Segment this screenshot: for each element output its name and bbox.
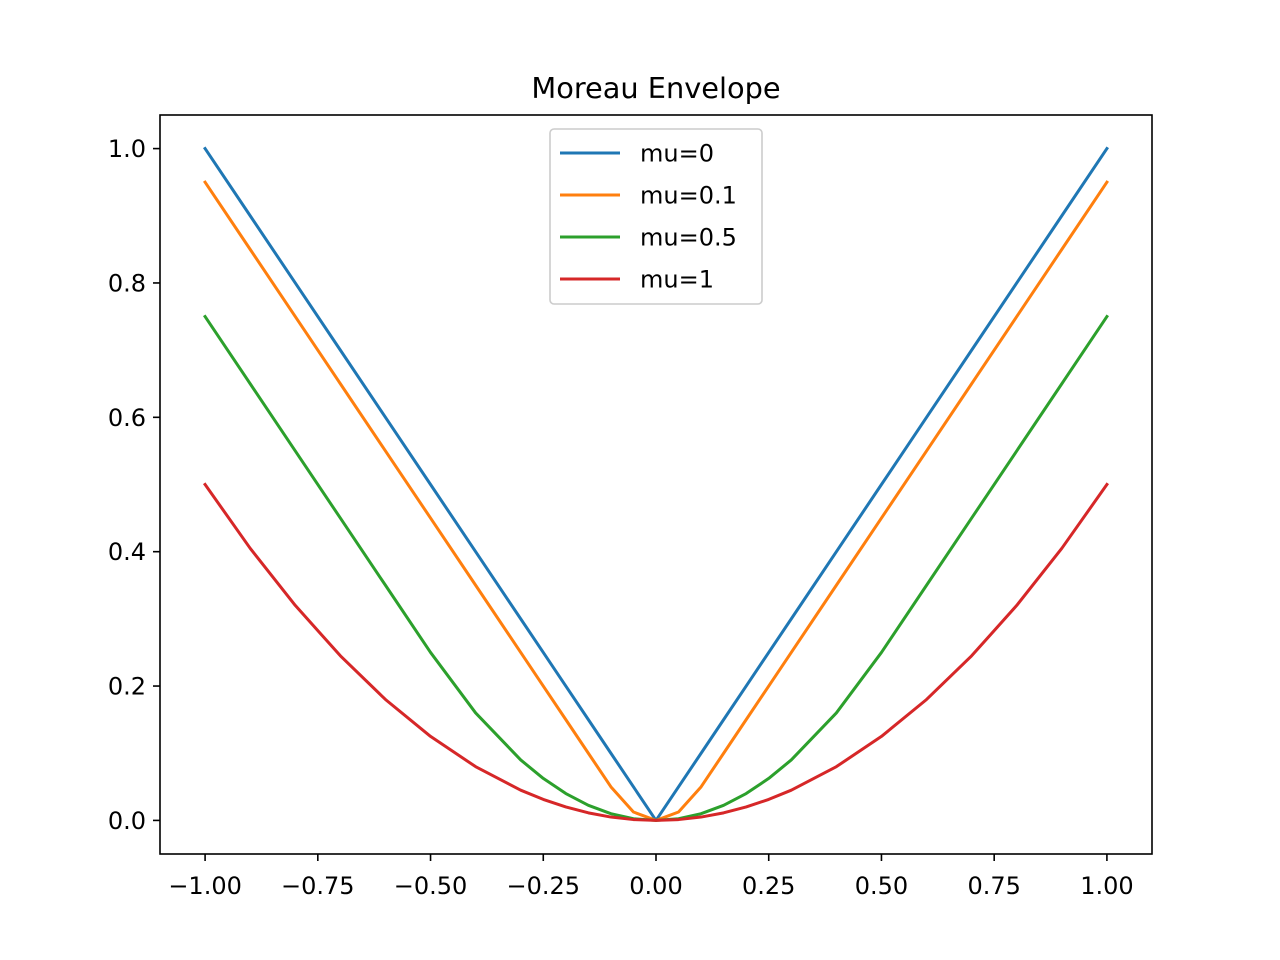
legend: mu=0 mu=0.1 mu=0.5 mu=1 (549, 128, 763, 305)
x-tick-label: 1.00 (1080, 872, 1133, 900)
x-tick-label: 0.00 (629, 872, 682, 900)
x-tick-label: −0.75 (281, 872, 355, 900)
legend-label-1: mu=0.1 (640, 182, 737, 210)
legend-label-3: mu=1 (640, 266, 714, 294)
legend-box (549, 128, 763, 305)
chart-title: Moreau Envelope (531, 71, 780, 105)
y-tick-label: 0.0 (108, 807, 146, 835)
x-tick-label: −0.50 (394, 872, 468, 900)
x-tick-label: −0.25 (506, 872, 580, 900)
x-tick-label: −1.00 (168, 872, 242, 900)
y-tick-label: 0.8 (108, 269, 146, 297)
y-axis: 0.0 0.2 0.4 0.6 0.8 1.0 (108, 135, 160, 835)
legend-label-2: mu=0.5 (640, 224, 737, 252)
x-tick-label: 0.75 (967, 872, 1020, 900)
y-tick-label: 1.0 (108, 135, 146, 163)
x-tick-label: 0.25 (742, 872, 795, 900)
series-layer (202, 146, 1110, 822)
x-tick-label: 0.50 (855, 872, 908, 900)
y-tick-label: 0.4 (108, 538, 146, 566)
series-line-3 (202, 482, 1110, 822)
x-axis: −1.00 −0.75 −0.50 −0.25 0.00 0.25 0.50 0.75 1.00 (168, 854, 1134, 900)
y-tick-label: 0.6 (108, 404, 146, 432)
legend-label-0: mu=0 (640, 140, 714, 168)
y-tick-label: 0.2 (108, 673, 146, 701)
